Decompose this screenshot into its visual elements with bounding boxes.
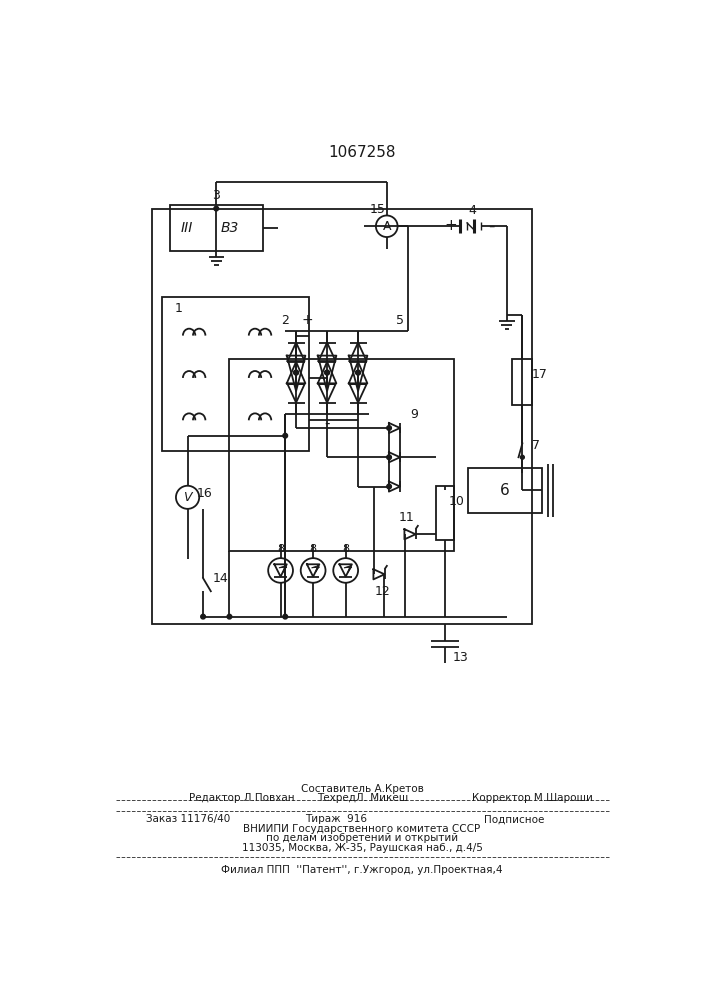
Text: B3: B3	[221, 221, 240, 235]
Circle shape	[325, 370, 329, 375]
Text: 2: 2	[281, 314, 289, 327]
Circle shape	[283, 433, 288, 438]
Text: A: A	[382, 220, 391, 233]
Text: 17: 17	[532, 368, 547, 381]
Circle shape	[293, 370, 298, 375]
Circle shape	[387, 484, 392, 489]
Text: 8: 8	[342, 544, 349, 554]
Text: III: III	[180, 221, 193, 235]
Circle shape	[356, 370, 361, 375]
Text: +: +	[301, 313, 312, 327]
Text: Подписное: Подписное	[484, 814, 544, 824]
Text: ТехредЛ. Микеш: ТехредЛ. Микеш	[317, 793, 408, 803]
Bar	[436, 486, 454, 540]
Text: Корректор М.Шароши: Корректор М.Шароши	[472, 793, 593, 803]
Text: 4: 4	[468, 204, 476, 217]
Bar	[170, 205, 263, 251]
Text: 3: 3	[212, 189, 220, 202]
Text: -: -	[325, 416, 330, 431]
Text: 6: 6	[500, 483, 510, 498]
Bar	[230, 359, 454, 551]
Bar	[152, 209, 532, 624]
Circle shape	[520, 455, 525, 459]
Text: 113035, Москва, Ж-35, Раушская наб., д.4/5: 113035, Москва, Ж-35, Раушская наб., д.4…	[242, 843, 482, 853]
Text: 15: 15	[370, 203, 385, 216]
Circle shape	[214, 206, 218, 211]
Circle shape	[325, 370, 329, 375]
Bar	[162, 297, 309, 451]
Bar	[468, 468, 542, 513]
Text: 12: 12	[375, 585, 391, 598]
Text: ВНИИПИ Государственного комитета СССР: ВНИИПИ Государственного комитета СССР	[243, 824, 481, 834]
Text: Тираж  916: Тираж 916	[305, 814, 368, 824]
Text: 11: 11	[398, 511, 414, 524]
Text: +: +	[445, 218, 457, 233]
Bar	[513, 359, 532, 405]
Text: 1: 1	[175, 302, 183, 315]
Text: 13: 13	[452, 651, 468, 664]
Circle shape	[387, 455, 392, 460]
Text: Составитель А.Кретов: Составитель А.Кретов	[300, 784, 423, 794]
Text: 8: 8	[277, 544, 284, 554]
Circle shape	[283, 614, 288, 619]
Circle shape	[201, 614, 206, 619]
Text: -: -	[488, 216, 495, 234]
Circle shape	[387, 426, 392, 430]
Text: Редактор Л.Повхан: Редактор Л.Повхан	[189, 793, 295, 803]
Text: 8: 8	[310, 544, 317, 554]
Text: 14: 14	[212, 572, 228, 585]
Text: 1067258: 1067258	[328, 145, 396, 160]
Circle shape	[293, 370, 298, 375]
Text: Филиал ППП  ''Патент'', г.Ужгород, ул.Проектная,4: Филиал ППП ''Патент'', г.Ужгород, ул.Про…	[221, 865, 503, 875]
Circle shape	[227, 614, 232, 619]
Text: V: V	[183, 491, 192, 504]
Text: 5: 5	[396, 314, 404, 327]
Text: 9: 9	[410, 408, 418, 421]
Circle shape	[356, 370, 361, 375]
Text: 7: 7	[532, 439, 540, 452]
Text: по делам изобретений и открытий: по делам изобретений и открытий	[266, 833, 458, 843]
Text: 10: 10	[448, 495, 464, 508]
Text: Заказ 11176/40: Заказ 11176/40	[146, 814, 230, 824]
Text: 16: 16	[197, 487, 213, 500]
